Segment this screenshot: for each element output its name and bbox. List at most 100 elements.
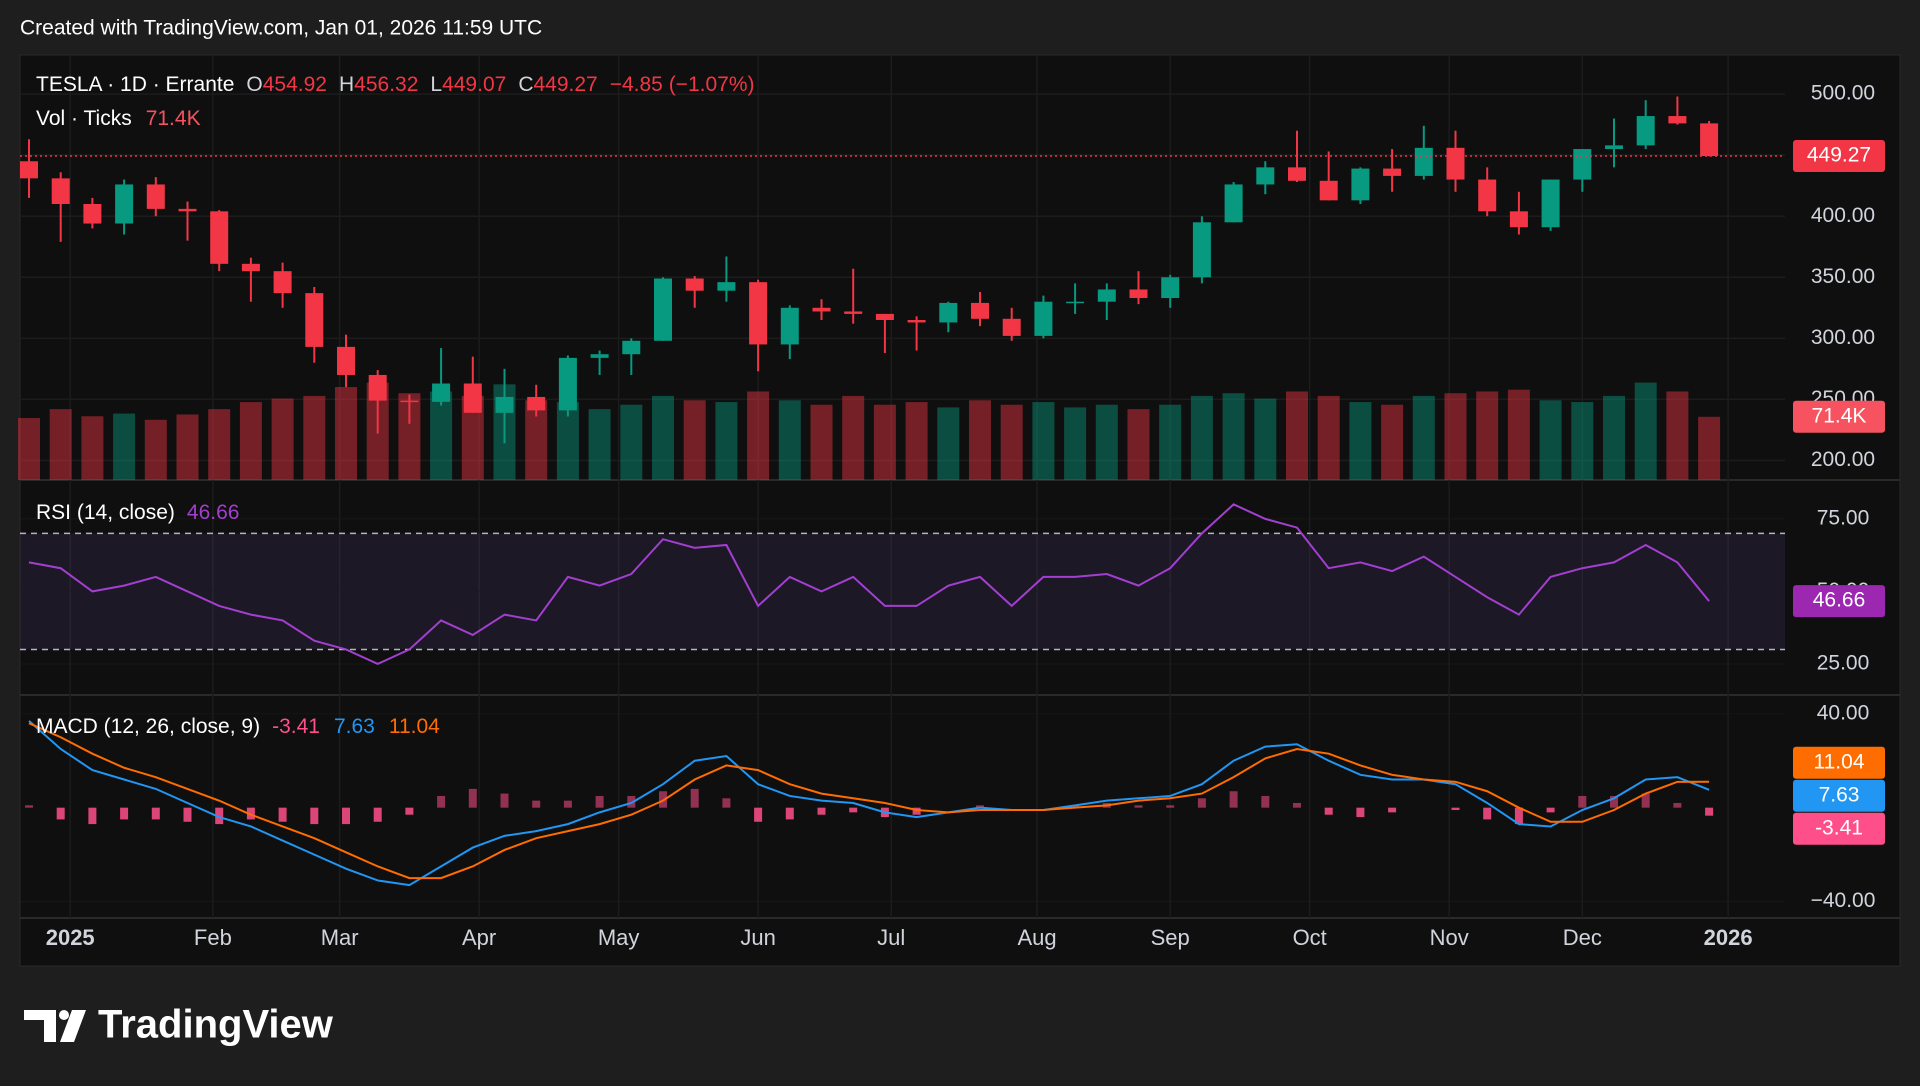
candle-body <box>1478 179 1497 212</box>
candle-body <box>1446 147 1465 180</box>
candle-body <box>210 211 229 264</box>
volume-bar <box>683 400 706 480</box>
histogram-bar <box>278 807 287 822</box>
volume-bar <box>176 414 199 480</box>
candle-body <box>717 282 736 291</box>
volume-bar <box>1317 395 1340 480</box>
volume-bar <box>842 395 865 480</box>
x-tick-label: 2026 <box>1704 925 1753 950</box>
histogram-bar <box>532 800 541 808</box>
ohlc-label: L <box>430 73 442 96</box>
volume-bar <box>18 418 40 480</box>
histogram-bar <box>1071 805 1080 808</box>
last-price-tag: 449.27 <box>1807 144 1871 167</box>
histogram-bar <box>88 807 97 825</box>
volume-bar <box>588 409 611 480</box>
volume-bar <box>1000 404 1023 480</box>
candle-body <box>1192 222 1211 278</box>
candle-body <box>337 346 355 375</box>
y-tick-label: 40.00 <box>1817 701 1870 724</box>
candle-body <box>844 311 863 314</box>
y-tick-label: 400.00 <box>1811 204 1875 227</box>
histogram-bar <box>310 807 319 825</box>
histogram-bar <box>468 788 477 808</box>
volume-bar <box>1127 409 1150 480</box>
logo-icon <box>24 1010 86 1042</box>
volume-tag: 71.4K <box>1812 404 1867 427</box>
candle-body <box>875 313 894 321</box>
volume-bar <box>810 404 833 480</box>
rsi-header: RSI (14, close) 46.66 <box>36 501 239 524</box>
y-tick-label: 75.00 <box>1817 506 1870 529</box>
histogram-value: -3.41 <box>272 715 320 738</box>
histogram-bar <box>1293 802 1301 808</box>
histogram-bar <box>25 805 33 808</box>
volume-bar <box>335 387 357 480</box>
candle-body <box>1097 289 1116 302</box>
histogram-bar <box>1546 807 1555 813</box>
volume-bar <box>778 400 801 480</box>
ohlc-value: 449.07 <box>442 73 506 96</box>
x-tick-label: Aug <box>1017 925 1056 950</box>
candle-body <box>495 396 514 413</box>
volume-bar <box>1064 407 1087 480</box>
candle-body <box>305 293 324 347</box>
volume-bar <box>937 407 960 480</box>
candle-body <box>1066 301 1085 304</box>
histogram-bar <box>754 807 763 822</box>
candle-body <box>273 271 292 294</box>
candle-body <box>20 161 38 179</box>
volume-bar <box>239 402 262 480</box>
volume-tag-bg <box>1793 400 1885 433</box>
volume-bar <box>1571 402 1594 480</box>
volume-bar <box>969 400 991 480</box>
macd-title: MACD (12, 26, close, 9) <box>36 715 260 738</box>
volume-bar <box>620 404 643 480</box>
volume-bar <box>208 409 231 480</box>
histogram-bar <box>1578 795 1587 808</box>
candle-body <box>622 340 641 355</box>
volume-header: Vol · Ticks 71.4K <box>36 107 201 130</box>
volume-bar <box>1444 393 1467 480</box>
x-tick-label: Nov <box>1430 925 1469 950</box>
volume-bar <box>1222 393 1245 480</box>
volume-bar <box>303 395 326 480</box>
histogram-bar <box>976 805 984 808</box>
volume-bar <box>398 393 421 480</box>
macd-header: MACD (12, 26, close, 9) -3.41 7.63 11.04 <box>36 715 440 738</box>
histogram-bar <box>722 798 731 808</box>
volume-bar <box>1603 395 1625 480</box>
ohlc-label: C <box>518 73 533 96</box>
histogram-bar <box>151 807 160 820</box>
macd-tag-bg <box>1793 746 1885 779</box>
histogram-bar <box>1324 807 1333 815</box>
y-tick-label: −40.00 <box>1811 889 1876 912</box>
x-tick-label: Mar <box>321 925 359 950</box>
candle-body <box>1509 211 1528 228</box>
histogram-bar <box>56 807 65 820</box>
legend-header: TESLA · 1D · Errante O454.92 H456.32 L449.0… <box>36 73 754 96</box>
candle-body <box>1668 116 1687 124</box>
candle-body <box>1224 184 1243 223</box>
candle-body <box>241 263 260 272</box>
macd-tag-bg <box>1793 779 1885 812</box>
candle-body <box>685 278 704 291</box>
y-tick-label: 300.00 <box>1811 326 1875 349</box>
volume-bar <box>81 416 104 480</box>
volume-bar <box>715 402 738 480</box>
candle-body <box>178 208 197 212</box>
candle-body <box>51 178 70 204</box>
histogram-bar <box>595 795 604 808</box>
histogram-bar <box>1229 791 1238 808</box>
ohlc-value: 449.27 <box>533 73 597 96</box>
volume-bar <box>1349 402 1372 480</box>
histogram-bar <box>1673 802 1682 808</box>
volume-bar <box>1032 402 1055 480</box>
volume-bar <box>1412 395 1435 480</box>
symbol-title: TESLA · 1D · Errante <box>36 73 234 96</box>
candle-body <box>527 396 546 411</box>
ohlc-label: H <box>339 73 354 96</box>
histogram-bar <box>912 807 921 815</box>
histogram-bar <box>1705 807 1714 816</box>
candle-body <box>368 374 387 401</box>
